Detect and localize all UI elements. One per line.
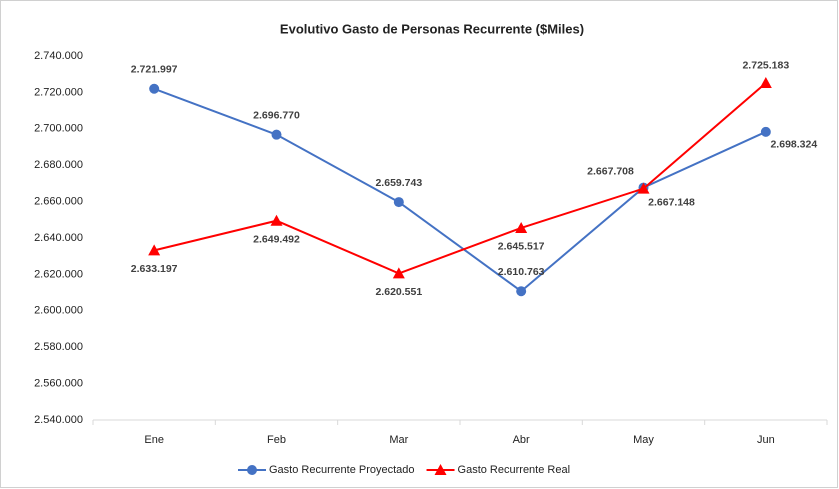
data-label: 2.667.148 [648, 196, 695, 208]
marker [393, 197, 404, 208]
data-label: 2.698.324 [770, 139, 817, 151]
y-tick-label: 2.680.000 [34, 159, 83, 171]
data-label: 2.610.763 [498, 266, 545, 278]
marker [760, 126, 771, 137]
legend-label: Gasto Recurrente Proyectado [269, 464, 415, 476]
data-label: 2.721.997 [131, 64, 178, 76]
marker [149, 83, 160, 94]
marker [271, 129, 282, 140]
data-label: 2.633.197 [131, 263, 178, 275]
marker [515, 221, 528, 233]
y-tick-label: 2.580.000 [34, 341, 83, 353]
x-tick-label: Feb [267, 434, 286, 446]
marker [516, 286, 527, 297]
legend-marker [247, 465, 257, 475]
y-tick-label: 2.600.000 [34, 305, 83, 317]
x-tick-label: Mar [389, 434, 408, 446]
x-tick-label: Jun [757, 434, 775, 446]
y-tick-label: 2.700.000 [34, 123, 83, 135]
data-label: 2.696.770 [253, 109, 300, 121]
series-line [153, 82, 767, 275]
marker [270, 214, 283, 226]
data-label: 2.645.517 [498, 241, 545, 253]
x-tick-label: May [633, 434, 654, 446]
x-tick-label: Abr [513, 434, 530, 446]
data-label: 2.725.183 [742, 60, 789, 72]
y-tick-label: 2.640.000 [34, 232, 83, 244]
data-label: 2.659.743 [375, 177, 422, 189]
y-tick-label: 2.560.000 [34, 378, 83, 390]
y-tick-label: 2.720.000 [34, 86, 83, 98]
marker [148, 244, 161, 256]
y-tick-label: 2.740.000 [34, 50, 83, 62]
marker [637, 182, 650, 194]
y-tick-label: 2.540.000 [34, 414, 83, 426]
series-line [153, 87, 767, 293]
chart-title: Evolutivo Gasto de Personas Recurrente (… [280, 21, 584, 36]
y-tick-label: 2.660.000 [34, 196, 83, 208]
marker [759, 76, 772, 88]
legend-label: Gasto Recurrente Real [458, 464, 571, 476]
legend-marker [434, 464, 447, 475]
x-tick-label: Ene [144, 434, 164, 446]
y-tick-label: 2.620.000 [34, 268, 83, 280]
marker [392, 267, 405, 279]
data-label: 2.667.708 [587, 165, 634, 177]
data-label: 2.620.551 [375, 286, 422, 298]
data-label: 2.649.492 [253, 234, 300, 246]
